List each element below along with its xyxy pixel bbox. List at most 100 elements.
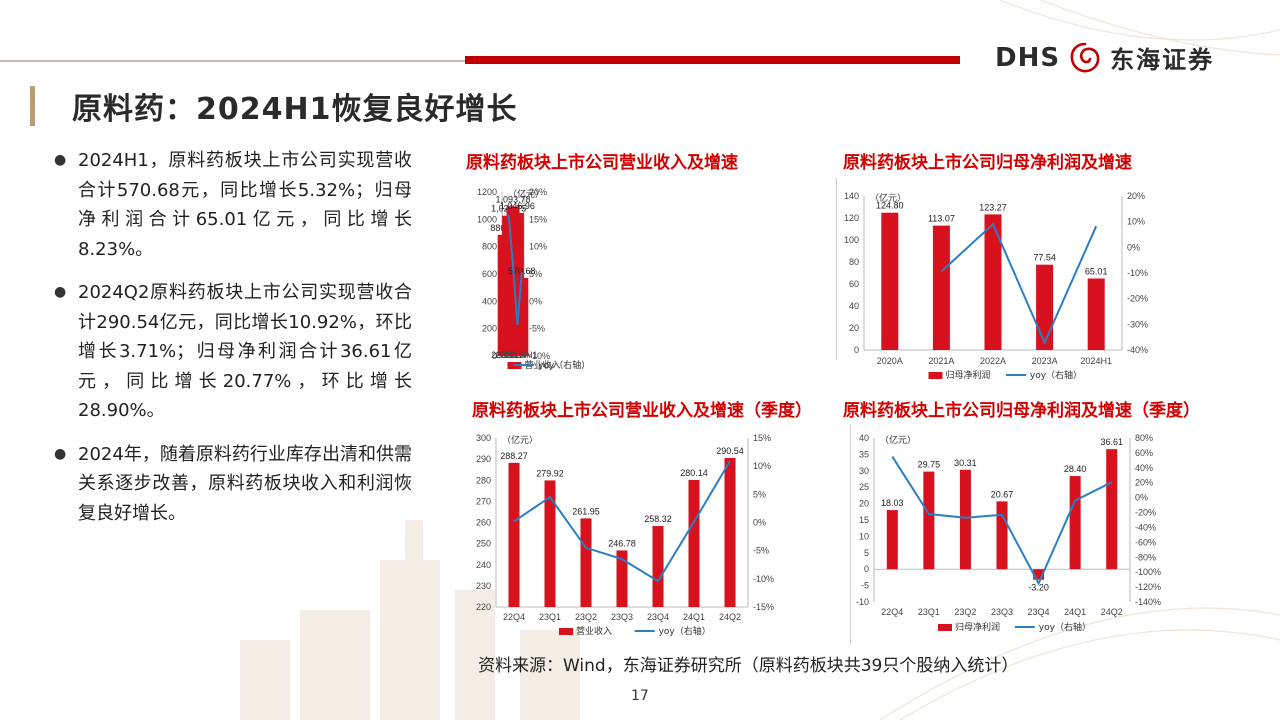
bar [515, 278, 529, 356]
y2-tick-label: 10% [753, 461, 771, 471]
bar [881, 212, 899, 350]
y-tick-label: 5 [864, 548, 869, 558]
bar [923, 471, 935, 570]
y2-tick-label: -5% [529, 324, 545, 334]
yoy-line [891, 456, 1113, 586]
yoy-line [940, 222, 1098, 346]
dragon-icon [1070, 42, 1100, 72]
y2-tick-label: 20% [1127, 191, 1145, 201]
y-tick-label: 250 [476, 539, 491, 549]
category-label: 2022A [980, 356, 1006, 366]
category-label: 2023A [1032, 356, 1058, 366]
category-label: 24Q2 [719, 612, 741, 622]
category-label: 23Q2 [954, 607, 976, 617]
bar [959, 469, 971, 570]
data-label: 246.78 [608, 538, 636, 548]
y-tick-label: 20 [859, 499, 869, 509]
legend-label: yoy（右轴） [659, 625, 711, 637]
y-tick-label: 270 [476, 496, 491, 506]
category-label: 2020A [877, 356, 903, 366]
bar [1087, 278, 1105, 350]
chart-divider [836, 178, 837, 360]
bar [1033, 569, 1045, 580]
category-label: 23Q1 [539, 612, 561, 622]
category-label: 22Q4 [881, 607, 903, 617]
category-label: 2021A [928, 356, 954, 366]
category-label: 2024H1 [1080, 356, 1112, 366]
y2-tick-label: -140% [1135, 597, 1161, 607]
y-tick-label: 0 [492, 351, 497, 361]
data-label: 290.54 [716, 446, 744, 456]
category-label: 23Q2 [575, 612, 597, 622]
chart-revenue-annual: 0 200 400 600 800 1000 1200 -10% -5% 0% 5% 10% 15% 20… [477, 187, 590, 371]
y-tick-label: 15 [859, 515, 869, 525]
bar [984, 214, 1002, 350]
legend-label: yoy（右轴） [538, 359, 590, 371]
data-label: 36.61 [1100, 437, 1123, 447]
y-tick-label: 290 [476, 454, 491, 464]
y-tick-label: 220 [476, 602, 491, 612]
data-label: 1,046.96 [500, 201, 535, 211]
bar [996, 501, 1008, 570]
category-label: 23Q4 [1028, 607, 1050, 617]
y-tick-label: 120 [844, 213, 859, 223]
data-label: 29.75 [918, 460, 941, 470]
y-axis-unit: （亿元） [880, 434, 916, 446]
logo-text-en: DHS [995, 42, 1061, 73]
y2-tick-label: 10% [1127, 217, 1145, 227]
data-label: 28.40 [1064, 464, 1087, 474]
y-tick-label: 40 [849, 301, 859, 311]
y-tick-label: 100 [844, 235, 859, 245]
data-label: 570.68 [508, 266, 536, 276]
y-tick-label: 600 [482, 269, 497, 279]
category-label: 23Q4 [647, 612, 669, 622]
y2-tick-label: -30% [1127, 319, 1148, 329]
y-axis-unit: （亿元） [508, 188, 544, 200]
legend-label: 营业收入 [576, 625, 612, 637]
bullet-list: 2024H1，原料药板块上市公司实现营收合计570.68元，同比增长5.32%；… [52, 146, 412, 542]
y-tick-label: 1000 [477, 214, 497, 224]
legend-label: yoy（右轴） [1030, 369, 1082, 381]
data-label: 280.14 [680, 468, 708, 478]
chart-title-profit-annual: 原料药板块上市公司归母净利润及增速 [843, 153, 1132, 173]
y-tick-label: -10 [856, 597, 869, 607]
category-label: 24Q1 [683, 612, 705, 622]
y-tick-label: 300 [476, 433, 491, 443]
category-label: 22Q4 [503, 612, 525, 622]
chart-title-profit-quarterly: 原料药板块上市公司归母净利润及增速（季度） [843, 401, 1200, 421]
bar [1106, 449, 1118, 570]
data-label: 1,093.78 [495, 195, 530, 205]
yoy-line [507, 214, 523, 325]
y2-tick-label: 60% [1135, 448, 1153, 458]
data-label: 65.01 [1085, 266, 1108, 276]
y2-tick-label: -40% [1127, 345, 1148, 355]
y2-tick-label: 20% [529, 187, 547, 197]
y-tick-label: 60 [849, 279, 859, 289]
y-tick-label: 200 [482, 324, 497, 334]
data-label: 18.03 [881, 498, 904, 508]
y2-tick-label: 15% [529, 214, 547, 224]
y2-tick-label: -10% [529, 351, 550, 361]
y-tick-label: 30 [859, 466, 869, 476]
legend-label: yoy（右轴） [1039, 621, 1091, 633]
category-label: 23Q1 [918, 607, 940, 617]
bar [724, 457, 736, 607]
y-tick-label: 400 [482, 296, 497, 306]
bar [932, 225, 950, 350]
bar [1036, 264, 1054, 350]
y2-tick-label: -10% [1127, 268, 1148, 278]
y-tick-label: 0 [864, 564, 869, 574]
data-label: 123.27 [979, 202, 1007, 212]
y2-tick-label: -20% [1135, 508, 1156, 518]
y-tick-label: 80 [849, 257, 859, 267]
y-tick-label: 20 [849, 323, 859, 333]
company-logo: DHS 东海证券 [995, 40, 1214, 75]
bar [508, 462, 520, 607]
data-label: 77.54 [1033, 253, 1056, 263]
title-accent [30, 86, 35, 126]
source-note: 资料来源：Wind，东海证券研究所（原料药板块共39只个股纳入统计） [478, 656, 1019, 676]
y-tick-label: 260 [476, 518, 491, 528]
legend-label: 归母净利润 [955, 621, 1000, 633]
data-label: 288.27 [500, 451, 528, 461]
y2-tick-label: -10% [753, 574, 774, 584]
